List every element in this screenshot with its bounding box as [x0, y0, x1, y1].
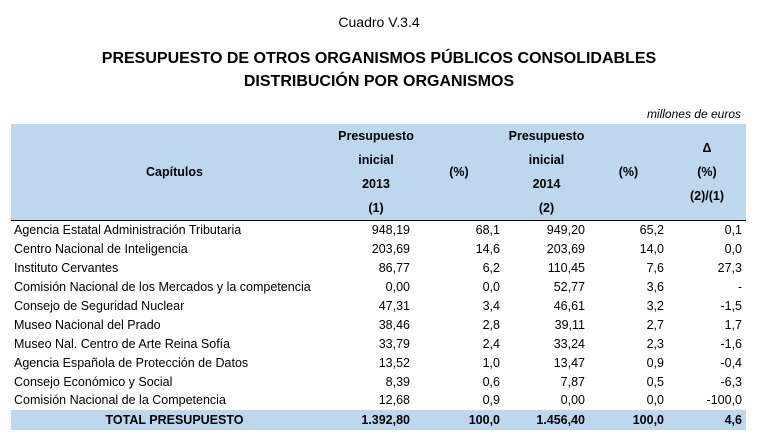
table-row: Consejo de Seguridad Nuclear 47,31 3,4 46,6…: [11, 296, 746, 316]
pct-2014: 2,3: [589, 334, 668, 354]
table-row: Agencia Española de Protección de Datos 1…: [11, 353, 746, 373]
delta-pct: -6,3: [668, 372, 746, 392]
pct-2013: 3,4: [414, 296, 504, 316]
total-label: TOTAL PRESUPUESTO: [11, 409, 338, 430]
table-row: Comisión Nacional de los Mercados y la c…: [11, 277, 746, 297]
budget-2013: 203,69: [338, 239, 414, 259]
table-title-line-2: DISTRIBUCIÓN POR ORGANISMOS: [243, 73, 515, 90]
header-capitulos: Capítulos: [11, 124, 338, 221]
total-delta: 4,6: [668, 409, 746, 430]
delta-pct: -1,6: [668, 334, 746, 354]
budget-2013: 33,79: [338, 334, 414, 354]
budget-2014: 7,87: [504, 372, 589, 392]
organism-name: Consejo de Seguridad Nuclear: [11, 296, 338, 316]
pct-2013: 0,6: [414, 372, 504, 392]
budget-2014: 39,11: [504, 315, 589, 335]
pct-2014: 3,2: [589, 296, 668, 316]
header-2014: Presupuesto inicial 2014 (2): [504, 124, 589, 221]
table-title-line-1: PRESUPUESTO DE OTROS ORGANISMOS PÚBLICOS…: [101, 50, 657, 67]
pct-2014: 14,0: [589, 239, 668, 259]
table-row: Instituto Cervantes 86,77 6,2 110,45 7,6 27,3: [11, 258, 746, 278]
budget-2014: 110,45: [504, 258, 589, 278]
table-row: Agencia Estatal Administración Tributari…: [11, 220, 746, 240]
pct-2013: 0,9: [414, 391, 504, 410]
delta-pct: -0,4: [668, 353, 746, 373]
total-pct-2014: 100,0: [589, 409, 668, 430]
total-pct-2013: 100,0: [414, 409, 504, 430]
budget-2014: 949,20: [504, 220, 589, 240]
pct-2013: 1,0: [414, 353, 504, 373]
header-delta: Δ (%) (2)/(1): [668, 124, 746, 221]
budget-2013: 948,19: [338, 220, 414, 240]
table-row: Consejo Económico y Social 8,39 0,6 7,87 0,5…: [11, 372, 746, 392]
header-row: Capítulos Presupuesto inicial 2013 (1) (…: [11, 124, 746, 221]
budget-2014: 13,47: [504, 353, 589, 373]
budget-2013: 0,00: [338, 277, 414, 297]
organism-name: Comisión Nacional de los Mercados y la c…: [11, 277, 338, 297]
header-pct-2013: (%): [414, 124, 504, 221]
organism-name: Museo Nacional del Prado: [11, 315, 338, 335]
organism-name: Consejo Económico y Social: [11, 372, 338, 392]
budget-2013: 8,39: [338, 372, 414, 392]
organism-name: Agencia Española de Protección de Datos: [11, 353, 338, 373]
pct-2013: 14,6: [414, 239, 504, 259]
organism-name: Agencia Estatal Administración Tributari…: [11, 220, 338, 240]
budget-2013: 47,31: [338, 296, 414, 316]
delta-pct: 0,0: [668, 239, 746, 259]
header-pct-2014: (%): [589, 124, 668, 221]
pct-2013: 0,0: [414, 277, 504, 297]
pct-2013: 2,4: [414, 334, 504, 354]
organism-name: Comisión Nacional de la Competencia: [11, 391, 338, 410]
table-row: Museo Nal. Centro de Arte Reina Sofía 33,…: [11, 334, 746, 354]
delta-pct: -: [668, 277, 746, 297]
budget-2013: 13,52: [338, 353, 414, 373]
total-row: TOTAL PRESUPUESTO 1.392,80 100,0 1.456,4…: [11, 409, 746, 430]
pct-2014: 2,7: [589, 315, 668, 335]
total-2014: 1.456,40: [504, 409, 589, 430]
pct-2013: 6,2: [414, 258, 504, 278]
budget-2013: 86,77: [338, 258, 414, 278]
pct-2013: 2,8: [414, 315, 504, 335]
table-row: Museo Nacional del Prado 38,46 2,8 39,11 2,7…: [11, 315, 746, 335]
budget-2014: 0,00: [504, 391, 589, 410]
delta-pct: 0,1: [668, 220, 746, 240]
table-row: Centro Nacional de Inteligencia 203,69 14,…: [11, 239, 746, 259]
budget-2014: 203,69: [504, 239, 589, 259]
pct-2014: 3,6: [589, 277, 668, 297]
budget-2014: 52,77: [504, 277, 589, 297]
budget-2013: 12,68: [338, 391, 414, 410]
units-note: millones de euros: [646, 107, 741, 121]
budget-2013: 38,46: [338, 315, 414, 335]
pct-2014: 0,0: [589, 391, 668, 410]
delta-pct: -1,5: [668, 296, 746, 316]
pct-2014: 0,9: [589, 353, 668, 373]
budget-table: Capítulos Presupuesto inicial 2013 (1) (…: [11, 124, 746, 430]
pct-2014: 7,6: [589, 258, 668, 278]
organism-name: Instituto Cervantes: [11, 258, 338, 278]
organism-name: Centro Nacional de Inteligencia: [11, 239, 338, 259]
header-2013: Presupuesto inicial 2013 (1): [338, 124, 414, 221]
organism-name: Museo Nal. Centro de Arte Reina Sofía: [11, 334, 338, 354]
delta-pct: 1,7: [668, 315, 746, 335]
table-row: Comisión Nacional de la Competencia 12,68…: [11, 391, 746, 410]
pct-2013: 68,1: [414, 220, 504, 240]
budget-2014: 46,61: [504, 296, 589, 316]
budget-2014: 33,24: [504, 334, 589, 354]
table-caption: Cuadro V.3.4: [338, 14, 420, 30]
total-2013: 1.392,80: [338, 409, 414, 430]
pct-2014: 0,5: [589, 372, 668, 392]
delta-pct: -100,0: [668, 391, 746, 410]
delta-pct: 27,3: [668, 258, 746, 278]
pct-2014: 65,2: [589, 220, 668, 240]
